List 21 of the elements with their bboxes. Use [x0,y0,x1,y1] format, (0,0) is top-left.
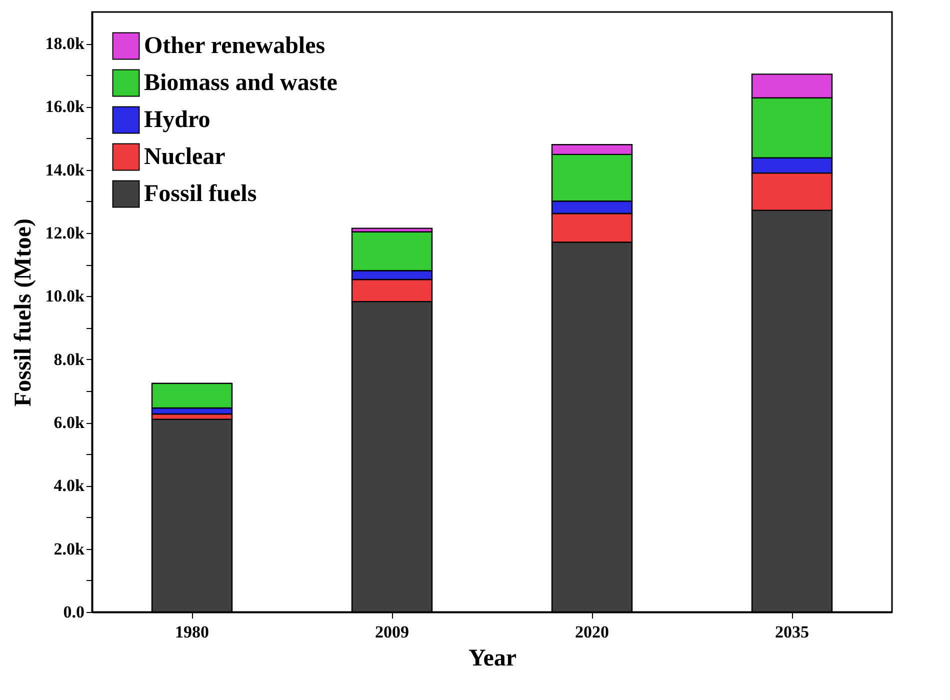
y-tick-label: 6.0k [54,413,86,432]
x-tick-label: 2009 [375,622,409,642]
y-axis-title: Fossil fuels (Mtoe) [10,218,36,406]
legend-label: Fossil fuels [144,181,257,207]
y-tick-label: 4.0k [54,476,86,496]
x-tick-label: 2035 [775,622,809,642]
legend-label: Other renewables [144,33,326,59]
x-tick-label: 1980 [175,622,209,642]
legend-label: Biomass and waste [144,70,338,96]
y-tick-label: 14.0k [45,160,86,180]
x-tick-label: 2020 [575,622,609,642]
x-axis-title: Year [468,646,517,672]
y-tick-label: 16.0k [45,97,86,116]
y-tick-label: 12.0k [45,224,86,243]
y-tick-label: 8.0k [54,350,86,369]
y-tick-label: 0.0 [63,602,84,622]
legend-label: Hydro [144,107,210,133]
y-tick-label: 18.0k [45,34,86,54]
y-tick-label: 10.0k [45,286,86,306]
y-tick-label: 2.0k [54,539,86,558]
legend-label: Nuclear [144,144,226,170]
